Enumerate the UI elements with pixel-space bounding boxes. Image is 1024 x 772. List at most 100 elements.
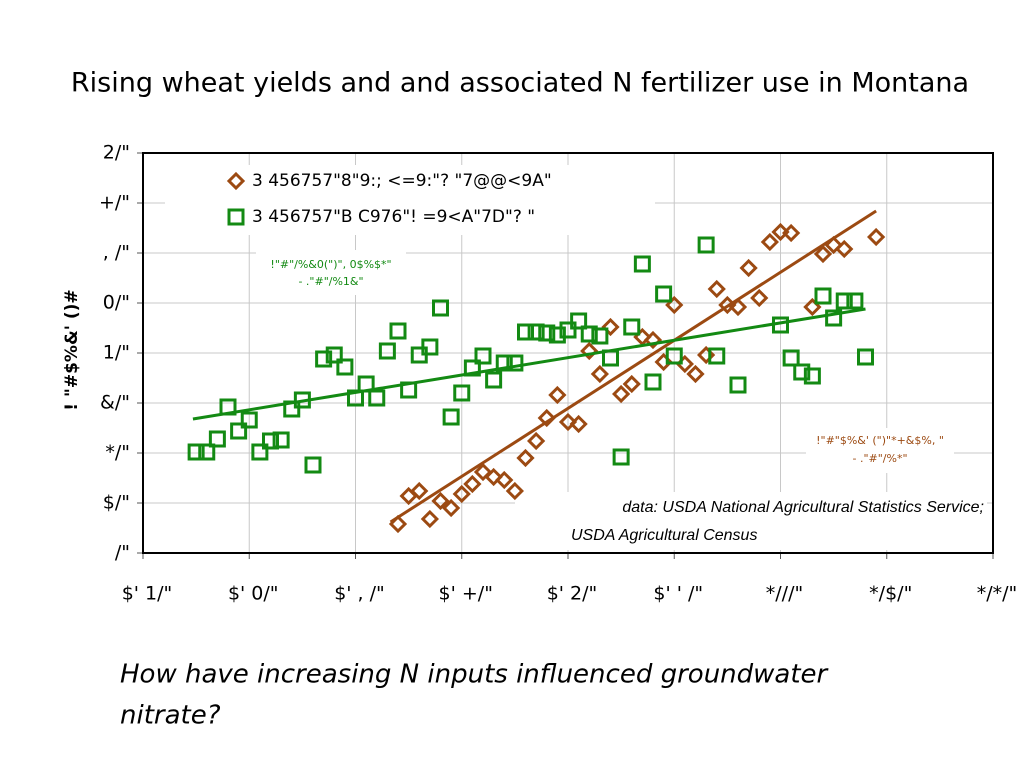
data-point — [347, 389, 364, 407]
plot: $' 1/" $' 0/" $' , /" $' +/" $' 2/" $' ' /" */… — [62, 142, 1017, 605]
data-point — [537, 408, 556, 428]
data-point — [527, 323, 545, 341]
x-tick-label: *///" — [766, 583, 803, 605]
data-point — [857, 348, 874, 366]
data-point — [580, 325, 598, 343]
data-point — [473, 462, 493, 482]
data-point — [463, 359, 481, 377]
y-tick-label: +/" — [99, 192, 130, 214]
data-point — [772, 316, 789, 334]
data-point — [442, 408, 460, 426]
annotation: !"#"$%&' (")"*+&$%, " — [816, 434, 944, 447]
data-point — [814, 287, 832, 305]
data-point — [527, 431, 546, 451]
y-tick-label: $/" — [103, 492, 130, 514]
data-point — [485, 371, 503, 389]
legend-marker — [227, 208, 245, 226]
data-point — [601, 317, 620, 337]
x-tick-label: $' +/" — [439, 583, 493, 605]
data-point — [602, 349, 619, 367]
y-tick-label: , /" — [103, 242, 130, 264]
data-point — [697, 236, 715, 254]
note-box — [806, 428, 954, 473]
x-tick-label: $' 1/" — [122, 583, 173, 605]
data-point — [463, 474, 482, 494]
data-point — [495, 470, 514, 490]
data-point — [400, 381, 418, 399]
data-point — [240, 411, 258, 429]
y-tick-label: 1/" — [103, 342, 130, 364]
data-point — [782, 349, 800, 367]
y-tick-label: 2/" — [103, 142, 130, 164]
data-point — [644, 373, 662, 391]
data-point — [453, 384, 471, 402]
data-point — [558, 412, 578, 432]
data-point — [750, 288, 769, 308]
data-point — [378, 342, 396, 360]
y-axis-label: ! "#$%&' ()# — [62, 289, 82, 410]
trend-line — [192, 307, 866, 421]
data-point — [388, 514, 408, 534]
y-tick-label: 0/" — [103, 292, 130, 314]
data-point — [824, 235, 843, 255]
data-point — [633, 255, 651, 273]
data-point — [293, 391, 311, 409]
data-point — [304, 456, 322, 474]
data-point — [262, 432, 279, 450]
data-point — [208, 430, 226, 448]
data-point — [718, 295, 737, 315]
data-point — [474, 347, 492, 365]
data-point — [357, 375, 375, 393]
data-point — [368, 389, 386, 407]
data-point — [665, 347, 683, 365]
y-tick-label: */" — [105, 442, 130, 464]
data-point — [187, 443, 205, 461]
data-point — [516, 448, 535, 468]
data-point — [517, 323, 534, 341]
y-tick-label: /" — [115, 542, 130, 564]
annotation: - ."#"/%*" — [852, 452, 907, 465]
legend-box — [165, 165, 655, 235]
x-tick-label: */$/" — [869, 583, 912, 605]
trend-line — [389, 209, 877, 524]
x-tick-label: */*/" — [977, 583, 1018, 605]
question-line-1: How have increasing N inputs influenced … — [120, 660, 830, 690]
data-point — [782, 223, 801, 243]
data-point — [230, 422, 248, 440]
data-point — [580, 341, 599, 361]
data-point — [686, 364, 705, 384]
data-point — [739, 258, 758, 278]
data-point — [729, 376, 747, 394]
data-point — [835, 292, 853, 310]
data-point — [655, 285, 673, 303]
data-point — [283, 400, 301, 418]
data-point — [708, 347, 726, 365]
data-point — [813, 244, 833, 264]
data-point — [665, 295, 684, 315]
data-point — [548, 385, 567, 405]
source-note: USDA Agricultural Census — [571, 527, 757, 544]
question-line-2: nitrate? — [120, 701, 221, 731]
legend-label: 3 456757"8"9:; <=9:"? "7@@<9A" — [252, 171, 552, 191]
x-tick-label: $' , /" — [334, 583, 385, 605]
data-point — [590, 364, 609, 384]
data-point — [707, 279, 726, 299]
data-point — [559, 321, 577, 339]
data-point — [548, 326, 566, 344]
data-point — [793, 363, 811, 381]
data-point — [867, 227, 886, 247]
x-tick-label: $' ' /" — [653, 583, 703, 605]
data-point — [623, 318, 641, 336]
legend-label: 3 456757"B C976"! =9<A"7D"? " — [252, 207, 535, 227]
data-point — [452, 484, 471, 504]
data-point — [771, 222, 790, 242]
data-point — [420, 509, 439, 529]
note-box — [256, 250, 406, 295]
data-point — [570, 312, 588, 330]
data-point — [643, 330, 663, 350]
data-point — [251, 443, 269, 461]
data-point — [835, 239, 854, 259]
data-point — [315, 350, 333, 368]
data-point — [622, 374, 641, 394]
